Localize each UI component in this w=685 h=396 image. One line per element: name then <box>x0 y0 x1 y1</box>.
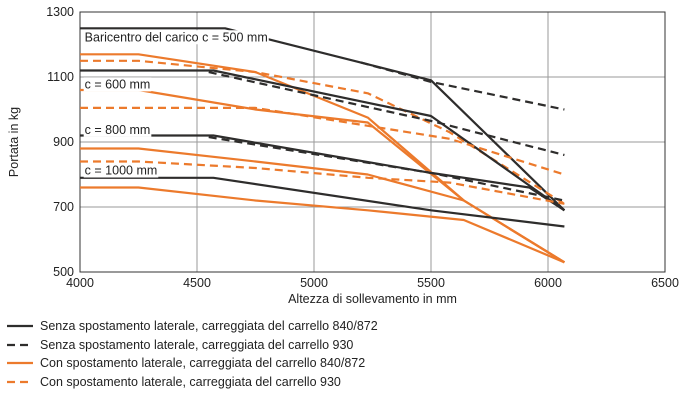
grid <box>79 11 666 273</box>
legend-label: Con spostamento laterale, carreggiata de… <box>40 356 366 371</box>
y-tick-label: 1300 <box>46 5 74 19</box>
y-axis-label: Portata in kg <box>7 107 21 177</box>
annotation-1: Baricentro del carico c = 500 mm <box>85 30 268 44</box>
y-tick-label: 1100 <box>47 70 74 84</box>
annotation-bg <box>83 30 269 45</box>
legend-label: Senza spostamento laterale, carreggiata … <box>40 319 378 334</box>
y-tick-label: 700 <box>53 200 74 214</box>
x-tick-label: 4000 <box>66 276 94 290</box>
x-axis-label: Altezza di sollevamento in mm <box>288 292 457 306</box>
legend-swatch <box>7 380 33 383</box>
series-line-6 <box>208 71 565 157</box>
annotation-bg <box>83 122 152 137</box>
legend-swatch <box>7 343 33 346</box>
y-tick-labels: 500 700 900 1100 1300 <box>46 5 74 279</box>
series-line-8 <box>80 106 565 176</box>
series-line-13 <box>80 176 565 228</box>
series-line-14 <box>80 186 565 264</box>
legend-label: Senza spostamento laterale, carreggiata … <box>40 337 354 352</box>
legend: Senza spostamento laterale, carreggiata … <box>6 317 378 391</box>
x-tick-label: 6000 <box>534 276 562 290</box>
series-line-2 <box>360 61 565 111</box>
legend-swatch <box>7 362 33 365</box>
annotation-2: c = 600 mm <box>85 77 151 91</box>
series-line-10 <box>208 136 565 202</box>
x-tick-label: 5500 <box>417 276 445 290</box>
annotations: Baricentro del carico c = 500 mm c = 600 … <box>83 30 269 178</box>
chart-svg: Baricentro del carico c = 500 mm c = 600 … <box>7 5 679 306</box>
x-tick-labels: 4000 4500 5000 5500 6000 6500 <box>66 276 679 290</box>
series-line-1 <box>80 27 566 212</box>
x-tick-label: 6500 <box>651 276 679 290</box>
annotation-bg <box>83 77 152 92</box>
y-tick-label: 900 <box>53 135 74 149</box>
legend-item: Senza spostamento laterale, carreggiata … <box>6 317 378 336</box>
legend-item: Senza spostamento laterale, carreggiata … <box>6 336 378 355</box>
legend-swatch <box>7 325 33 328</box>
plot-frame <box>79 11 666 273</box>
annotation-4: c = 1000 mm <box>85 164 158 178</box>
y-tick-label: 500 <box>53 265 74 279</box>
annotation-bg <box>83 163 159 178</box>
x-tick-label: 5000 <box>300 276 328 290</box>
legend-item: Con spostamento laterale, carreggiata de… <box>6 373 378 392</box>
x-tick-label: 4500 <box>183 276 211 290</box>
series-line-5 <box>80 69 566 212</box>
legend-item: Con spostamento laterale, carreggiata de… <box>6 354 378 373</box>
legend-label: Con spostamento laterale, carreggiata de… <box>40 374 341 389</box>
annotation-3: c = 800 mm <box>85 123 151 137</box>
series-lines <box>80 27 566 264</box>
series-line-11 <box>80 147 565 264</box>
